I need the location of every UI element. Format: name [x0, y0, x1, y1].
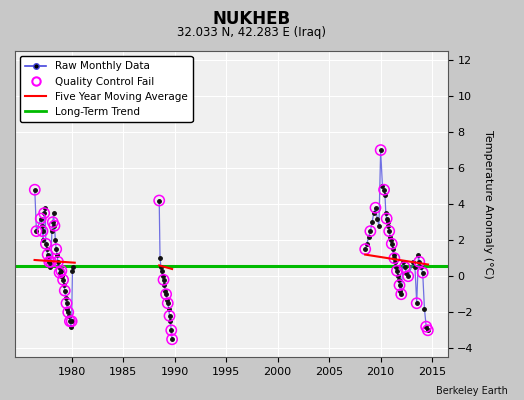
Point: [59, 277, 67, 283]
Point: [37, 215, 45, 222]
Point: [388, 240, 396, 247]
Point: [49, 219, 57, 225]
Point: [415, 258, 423, 265]
Point: [42, 240, 50, 247]
Point: [167, 327, 176, 334]
Point: [163, 300, 172, 306]
Point: [165, 313, 173, 319]
Point: [419, 270, 427, 276]
Point: [47, 258, 55, 265]
Point: [38, 228, 47, 234]
Point: [45, 258, 53, 265]
Point: [159, 277, 168, 283]
Text: NUKHEB: NUKHEB: [212, 10, 291, 28]
Point: [66, 318, 74, 324]
Point: [40, 210, 48, 216]
Point: [61, 288, 69, 294]
Point: [390, 255, 399, 261]
Point: [393, 268, 401, 274]
Point: [57, 268, 66, 274]
Point: [423, 327, 432, 334]
Point: [385, 228, 394, 234]
Point: [400, 264, 409, 270]
Point: [412, 300, 421, 306]
Text: 32.033 N, 42.283 E (Iraq): 32.033 N, 42.283 E (Iraq): [177, 26, 326, 39]
Point: [395, 282, 403, 288]
Point: [64, 309, 72, 316]
Point: [62, 300, 71, 306]
Point: [54, 258, 62, 265]
Text: Berkeley Earth: Berkeley Earth: [436, 386, 508, 396]
Point: [43, 251, 52, 258]
Point: [361, 246, 369, 252]
Point: [383, 215, 391, 222]
Point: [404, 273, 412, 280]
Point: [52, 246, 60, 252]
Point: [366, 228, 375, 234]
Point: [162, 291, 170, 298]
Point: [30, 186, 39, 193]
Point: [168, 336, 176, 342]
Point: [380, 186, 388, 193]
Point: [422, 324, 430, 330]
Point: [397, 291, 406, 298]
Point: [32, 228, 41, 234]
Point: [376, 147, 385, 153]
Point: [68, 318, 76, 324]
Point: [155, 197, 163, 204]
Y-axis label: Temperature Anomaly (°C): Temperature Anomaly (°C): [483, 130, 493, 278]
Point: [56, 270, 64, 276]
Point: [50, 222, 59, 229]
Legend: Raw Monthly Data, Quality Control Fail, Five Year Moving Average, Long-Term Tren: Raw Monthly Data, Quality Control Fail, …: [20, 56, 192, 122]
Point: [372, 204, 380, 211]
